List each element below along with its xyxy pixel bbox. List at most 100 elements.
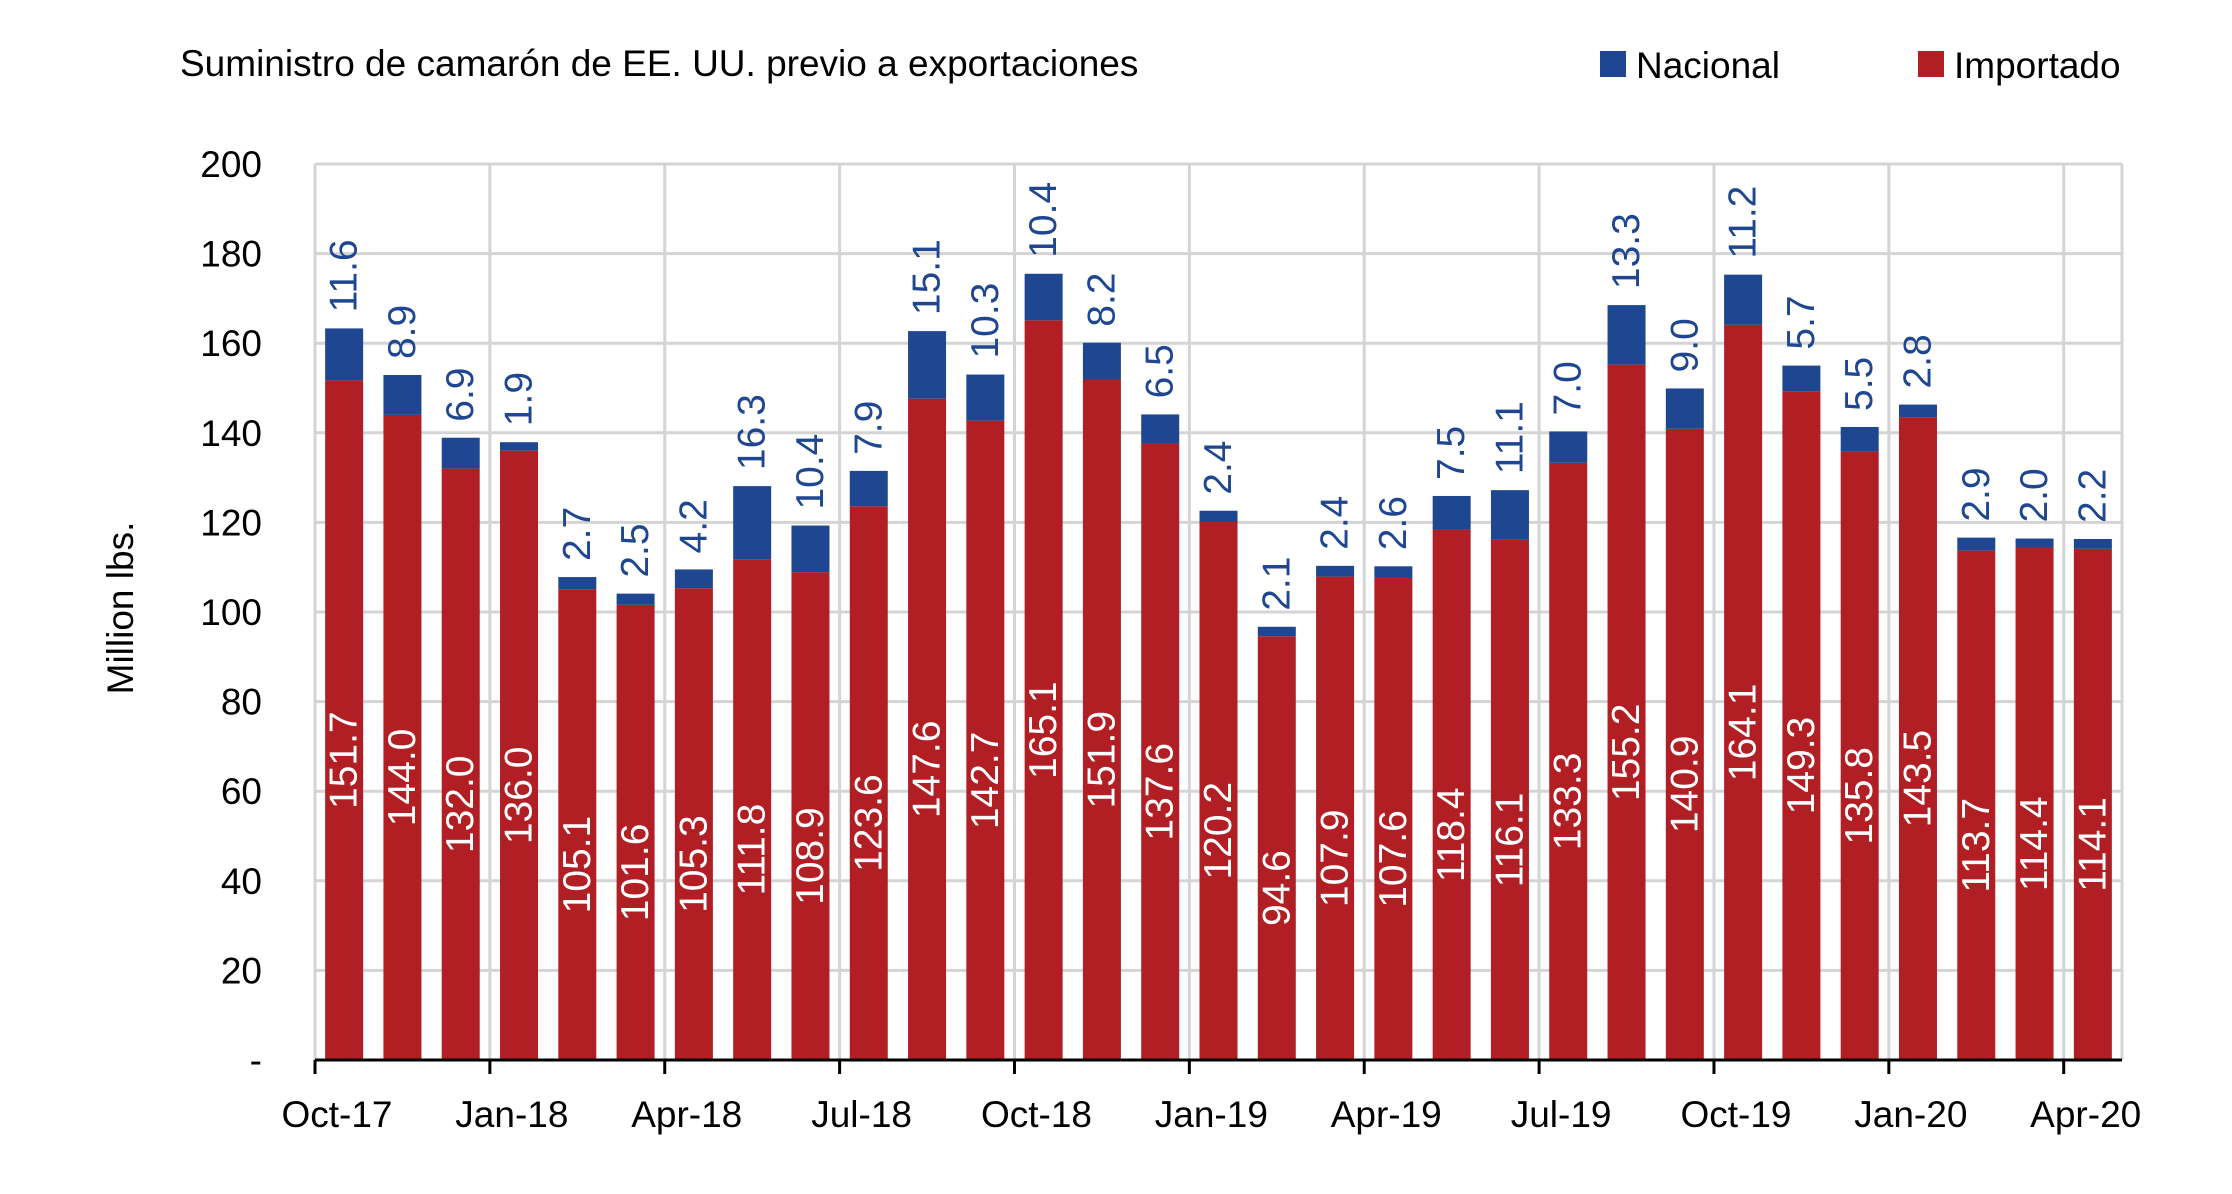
bar-nacional — [325, 328, 364, 381]
bars — [325, 273, 2112, 1061]
data-label-importado: 151.9 — [1080, 711, 1123, 809]
y-tick-label: 200 — [200, 144, 262, 185]
data-label-nacional: 2.6 — [1372, 496, 1415, 550]
data-label-importado: 101.6 — [614, 824, 657, 922]
bar-nacional — [1782, 365, 1821, 392]
y-axis-ticks: - 20 40 60 80 100 120 140 160 180 200 — [200, 144, 262, 1081]
y-tick-label: 120 — [200, 502, 262, 543]
bar-nacional — [1490, 490, 1529, 540]
x-tick-label: Oct-17 — [281, 1094, 392, 1135]
data-label-nacional: 7.0 — [1547, 361, 1590, 415]
data-label-importado: 140.9 — [1663, 736, 1706, 834]
data-label-importado: 113.7 — [1955, 798, 1998, 893]
bar-nacional — [441, 437, 480, 469]
x-tick-label: Oct-19 — [1680, 1094, 1791, 1135]
bar-importado — [383, 414, 422, 1060]
bar-importado — [441, 468, 480, 1060]
bar-nacional — [733, 486, 772, 560]
data-label-nacional: 11.6 — [323, 239, 366, 312]
data-label-nacional: 6.9 — [439, 368, 482, 422]
bar-importado — [558, 589, 597, 1060]
bar-importado — [1199, 521, 1238, 1060]
legend: Nacional Importado — [1600, 45, 2121, 86]
bar-nacional — [1024, 273, 1063, 321]
bar-importado — [1724, 324, 1763, 1060]
data-label-nacional: 2.4 — [1197, 441, 1240, 495]
data-label-importado: 107.6 — [1372, 810, 1415, 908]
data-label-nacional: 2.4 — [1314, 496, 1357, 550]
data-label-nacional: 11.2 — [1722, 186, 1765, 259]
bar-nacional — [1607, 305, 1646, 365]
data-label-nacional: 13.3 — [1605, 213, 1648, 289]
bar-nacional — [1898, 404, 1937, 418]
bar-importado — [849, 506, 888, 1061]
data-label-importado: 142.7 — [964, 732, 1007, 830]
data-label-importado: 94.6 — [1255, 850, 1298, 926]
bar-importado — [791, 572, 830, 1060]
bar-nacional — [616, 593, 655, 605]
data-label-importado: 111.8 — [731, 804, 774, 896]
y-tick-label: 80 — [221, 682, 262, 723]
data-label-importado: 133.3 — [1547, 753, 1590, 851]
y-tick-label: 100 — [200, 592, 262, 633]
data-label-nacional: 2.7 — [556, 507, 599, 561]
x-tick-label: Jul-19 — [1511, 1094, 1612, 1135]
y-tick-label: 160 — [200, 323, 262, 364]
bar-nacional — [1724, 274, 1763, 325]
x-tick-label: Jan-19 — [1155, 1094, 1268, 1135]
x-tick-label: Jul-18 — [811, 1094, 912, 1135]
bar-importado — [1082, 379, 1121, 1060]
bar-nacional — [966, 374, 1005, 421]
data-label-importado: 105.1 — [556, 816, 599, 914]
bar-nacional — [2073, 538, 2112, 549]
data-label-importado: 137.6 — [1139, 743, 1182, 841]
x-tick-label: Apr-18 — [631, 1094, 742, 1135]
data-label-nacional: 2.8 — [1896, 334, 1939, 388]
bar-nacional — [1257, 626, 1296, 637]
bar-nacional — [1665, 388, 1704, 429]
data-label-importado: 108.9 — [789, 807, 832, 905]
data-label-nacional: 10.3 — [964, 283, 1007, 359]
bar-nacional — [383, 375, 422, 415]
y-tick-label: - — [250, 1040, 262, 1081]
data-label-importado: 144.0 — [381, 729, 424, 827]
data-label-importado: 132.0 — [439, 756, 482, 854]
bar-importado — [674, 588, 713, 1060]
bar-nacional — [1141, 414, 1180, 444]
bar-nacional — [1082, 342, 1121, 380]
bar-importado — [1549, 462, 1588, 1060]
legend-swatch-nacional — [1600, 51, 1626, 77]
data-label-nacional: 7.5 — [1430, 426, 1473, 480]
data-label-nacional: 2.2 — [2071, 469, 2114, 523]
bar-nacional — [2015, 538, 2054, 548]
y-tick-label: 20 — [221, 950, 262, 991]
bar-importado — [1316, 576, 1355, 1060]
bar-importado — [1374, 577, 1413, 1060]
legend-swatch-importado — [1918, 51, 1944, 77]
bar-importado — [325, 380, 364, 1060]
bar-nacional — [558, 577, 597, 590]
legend-label-importado: Importado — [1954, 45, 2121, 86]
data-label-nacional: 9.0 — [1663, 318, 1706, 372]
data-label-nacional: 10.4 — [789, 434, 832, 510]
x-tick-label: Oct-18 — [981, 1094, 1092, 1135]
bar-nacional — [674, 569, 713, 589]
legend-label-nacional: Nacional — [1636, 45, 1780, 86]
bar-nacional — [1549, 431, 1588, 463]
data-label-importado: 116.1 — [1488, 793, 1531, 888]
bar-importado — [1141, 443, 1180, 1060]
bar-nacional — [1374, 566, 1413, 578]
y-tick-label: 40 — [221, 861, 262, 902]
data-label-importado: 114.1 — [2071, 797, 2114, 892]
data-label-nacional: 6.5 — [1139, 344, 1182, 398]
data-label-importado: 105.3 — [672, 815, 715, 913]
bar-importado — [1898, 417, 1937, 1060]
y-tick-label: 140 — [200, 413, 262, 454]
bar-importado — [2073, 548, 2112, 1060]
data-label-nacional: 15.1 — [906, 239, 949, 315]
data-label-nacional: 10.4 — [1022, 182, 1065, 258]
data-label-nacional: 2.5 — [614, 523, 657, 577]
data-label-nacional: 2.9 — [1955, 467, 1998, 521]
bar-importado — [1432, 529, 1471, 1060]
